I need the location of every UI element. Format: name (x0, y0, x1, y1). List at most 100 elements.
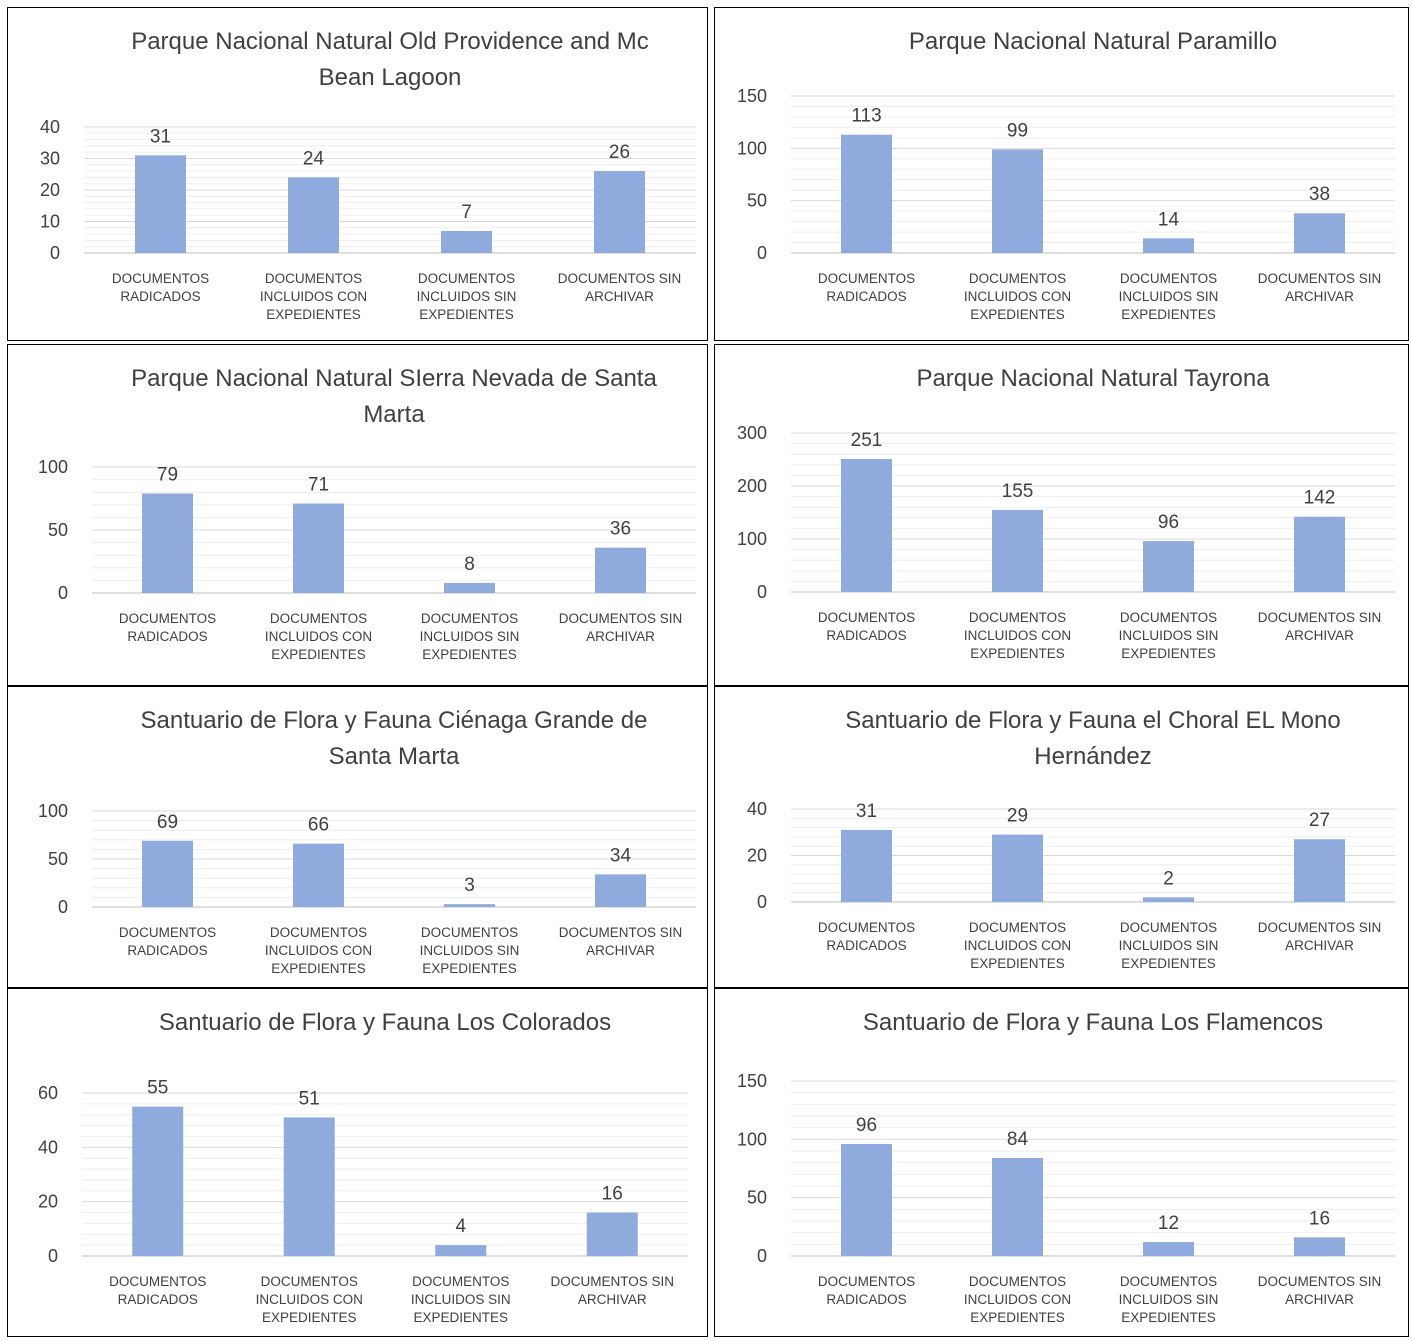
category-label: INCLUIDOS SIN (1119, 1292, 1219, 1307)
chart-title: Parque Nacional Natural Tayrona (916, 365, 1270, 392)
category-label: EXPEDIENTES (1121, 307, 1216, 322)
bar (444, 582, 495, 593)
data-label: 31 (856, 801, 877, 822)
data-label: 38 (1309, 184, 1330, 205)
y-tick-label: 0 (58, 583, 68, 603)
y-tick-label: 40 (38, 1137, 58, 1157)
bar (595, 547, 646, 593)
y-tick-label: 0 (757, 243, 767, 263)
y-tick-label: 20 (40, 180, 60, 200)
category-label: INCLUIDOS CON (964, 289, 1071, 304)
category-label: RADICADOS (826, 938, 906, 953)
data-label: 31 (150, 126, 171, 147)
y-tick-label: 40 (40, 117, 60, 137)
y-tick-label: 0 (757, 582, 767, 602)
category-label: DOCUMENTOS SIN (559, 925, 683, 940)
data-label: 14 (1158, 209, 1180, 230)
category-label: EXPEDIENTES (419, 307, 514, 322)
y-tick-label: 20 (747, 846, 767, 866)
category-label: INCLUIDOS SIN (420, 943, 520, 958)
category-label: DOCUMENTOS (421, 611, 518, 626)
data-label: 24 (303, 148, 325, 169)
y-tick-label: 60 (38, 1083, 58, 1103)
data-label: 16 (602, 1184, 623, 1205)
chart-panel-5: Santuario de Flora y Fauna Ciénaga Grand… (7, 686, 708, 988)
chart-title: Santuario de Flora y Fauna el Choral EL … (845, 707, 1340, 734)
category-label: DOCUMENTOS SIN (1258, 1274, 1382, 1289)
data-label: 66 (308, 815, 329, 836)
category-label: DOCUMENTOS SIN (1258, 610, 1382, 625)
data-label: 55 (147, 1078, 168, 1099)
category-label: EXPEDIENTES (262, 1310, 357, 1325)
bar (1294, 213, 1345, 253)
data-label: 99 (1007, 120, 1028, 141)
data-label: 2 (1163, 868, 1174, 889)
category-label: EXPEDIENTES (1121, 646, 1216, 661)
bar (595, 874, 646, 907)
data-label: 26 (609, 142, 630, 163)
y-tick-label: 200 (737, 476, 767, 496)
chart-title: Bean Lagoon (319, 64, 462, 91)
bar (142, 840, 193, 907)
chart-panel-4: Parque Nacional Natural Tayrona 0 100 200 30… (714, 344, 1409, 686)
y-tick-label: 30 (40, 149, 60, 169)
category-label: EXPEDIENTES (970, 956, 1065, 971)
bar (283, 1117, 335, 1256)
data-label: 51 (299, 1088, 320, 1109)
category-label: INCLUIDOS SIN (420, 629, 520, 644)
y-tick-label: 150 (737, 1071, 767, 1091)
y-tick-label: 0 (58, 897, 68, 917)
data-label: 4 (455, 1216, 466, 1237)
category-label: DOCUMENTOS (119, 925, 216, 940)
chart-title: Santuario de Flora y Fauna Los Flamencos (863, 1009, 1323, 1036)
chart-title: Parque Nacional Natural SIerra Nevada de… (131, 365, 657, 392)
category-label: INCLUIDOS SIN (417, 289, 517, 304)
category-label: EXPEDIENTES (1121, 1310, 1216, 1325)
bar (288, 177, 339, 253)
bar (1143, 541, 1194, 592)
chart-title: Hernández (1034, 743, 1151, 770)
chart-title: Parque Nacional Natural Paramillo (909, 28, 1277, 55)
category-label: DOCUMENTOS (119, 611, 216, 626)
chart-svg: Santuario de Flora y Fauna el Choral EL … (747, 707, 1395, 971)
bar (992, 834, 1043, 902)
data-label: 155 (1002, 481, 1034, 502)
y-tick-label: 300 (737, 423, 767, 443)
data-label: 79 (157, 464, 178, 485)
chart-svg: Parque Nacional Natural SIerra Nevada de… (38, 365, 696, 662)
category-label: EXPEDIENTES (413, 1310, 508, 1325)
category-label: INCLUIDOS SIN (1119, 628, 1219, 643)
category-label: INCLUIDOS CON (260, 289, 367, 304)
y-tick-label: 100 (737, 1129, 767, 1149)
category-label: DOCUMENTOS SIN (558, 271, 682, 286)
data-label: 71 (308, 475, 329, 496)
category-label: DOCUMENTOS (418, 271, 515, 286)
chart-panel-7: Santuario de Flora y Fauna Los Colorados… (7, 988, 708, 1337)
data-label: 69 (157, 812, 178, 833)
chart-panel-6: Santuario de Flora y Fauna el Choral EL … (714, 686, 1409, 988)
category-label: DOCUMENTOS (818, 1274, 915, 1289)
bar (444, 904, 495, 907)
data-label: 34 (610, 845, 632, 866)
category-label: EXPEDIENTES (970, 646, 1065, 661)
data-label: 3 (464, 875, 475, 896)
data-label: 29 (1007, 806, 1028, 827)
category-label: DOCUMENTOS SIN (559, 611, 683, 626)
bar (992, 149, 1043, 253)
category-label: ARCHIVAR (585, 289, 654, 304)
bar (594, 171, 645, 253)
category-label: RADICADOS (826, 289, 906, 304)
y-tick-label: 0 (50, 243, 60, 263)
data-label: 27 (1309, 810, 1330, 831)
y-tick-label: 150 (737, 86, 767, 106)
category-label: DOCUMENTOS (969, 610, 1066, 625)
category-label: DOCUMENTOS (265, 271, 362, 286)
data-label: 8 (464, 554, 475, 575)
category-label: RADICADOS (826, 628, 906, 643)
bar (841, 1144, 892, 1256)
bar (142, 493, 193, 593)
category-label: DOCUMENTOS (969, 271, 1066, 286)
category-label: DOCUMENTOS SIN (1258, 271, 1382, 286)
category-label: DOCUMENTOS (109, 1274, 206, 1289)
category-label: DOCUMENTOS (261, 1274, 358, 1289)
